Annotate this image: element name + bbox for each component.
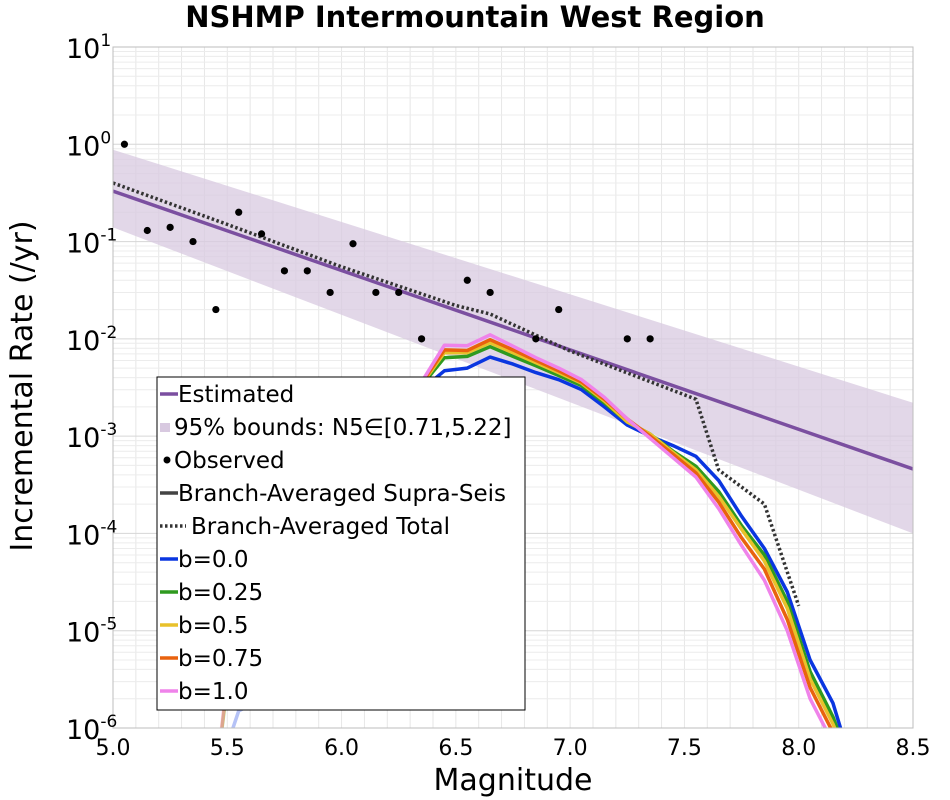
x-axis-label: Magnitude: [434, 763, 593, 798]
legend-label-branch-averaged-total: Branch-Averaged Total: [191, 514, 450, 540]
y-axis-label: Incremental Rate (/yr): [5, 220, 40, 551]
observed-point: [143, 226, 151, 235]
observed-point: [486, 288, 494, 297]
legend-label-observed: Observed: [174, 448, 285, 474]
observed-point: [463, 276, 471, 284]
x-tick-label: 5.0: [96, 736, 131, 761]
observed-point: [235, 208, 243, 216]
observed-point: [417, 335, 426, 343]
legend-label-b-1-0: b=1.0: [178, 679, 248, 705]
observed-point: [212, 305, 220, 314]
bounds-band: [113, 149, 913, 534]
y-tick-label: 10-1: [66, 226, 117, 260]
legend-label-branch-averaged-supra-seis: Branch-Averaged Supra-Seis: [178, 481, 506, 507]
legend-label-95-bounds-n5-0-71-5-22-: 95% bounds: N5∈[0.71,5.22]: [174, 415, 511, 441]
estimated-line: [113, 189, 913, 471]
legend-swatch-95-bounds-n5-0-71-5-22-: [160, 423, 170, 432]
y-tick-label: 10-3: [66, 420, 117, 454]
observed-point: [120, 140, 129, 148]
observed-point: [349, 240, 357, 248]
legend-label-b-0-25: b=0.25: [178, 580, 263, 606]
observed-point: [257, 230, 266, 238]
legend: Estimated 95% bounds: N5∈[0.71,5.22] Obser…: [156, 376, 526, 711]
x-tick-label: 6.0: [324, 736, 359, 761]
plot-frame: [112, 46, 914, 729]
observed-point: [372, 288, 380, 297]
y-tick-label: 100: [66, 128, 111, 162]
y-tick-label: 10-6: [66, 712, 117, 746]
y-tick-label: 10-4: [66, 517, 117, 551]
legend-label-b-0-5: b=0.5: [178, 613, 248, 639]
observed-point: [303, 267, 311, 275]
x-tick-label: 8.0: [781, 736, 816, 761]
observed-point: [555, 305, 563, 314]
x-tick-label: 6.5: [438, 736, 473, 761]
legend-label-b-0-0: b=0.0: [178, 547, 248, 573]
x-tick-label: 7.0: [553, 736, 588, 761]
observed-point: [395, 288, 403, 297]
plot-content: [113, 140, 913, 728]
x-tick-label: 5.5: [210, 736, 245, 761]
x-tick-label: 8.5: [896, 736, 931, 761]
observed-point: [166, 223, 174, 231]
chart-title: NSHMP Intermountain West Region: [185, 0, 765, 34]
observed-point: [623, 335, 631, 343]
legend-label-estimated: Estimated: [178, 382, 294, 408]
observed-point: [646, 335, 654, 343]
y-tick-label: 10-2: [66, 323, 117, 357]
observed-point: [189, 237, 197, 246]
y-tick-label: 10-5: [66, 615, 117, 649]
total-line: [113, 181, 801, 607]
observed-point: [280, 267, 289, 275]
y-tick-label: 101: [66, 31, 111, 65]
x-tick-label: 7.5: [667, 736, 702, 761]
legend-label-b-0-75: b=0.75: [178, 646, 263, 672]
observed-point: [326, 288, 334, 297]
observed-point: [532, 335, 540, 343]
legend-box: [156, 376, 526, 711]
legend-swatch-observed: [163, 456, 171, 464]
